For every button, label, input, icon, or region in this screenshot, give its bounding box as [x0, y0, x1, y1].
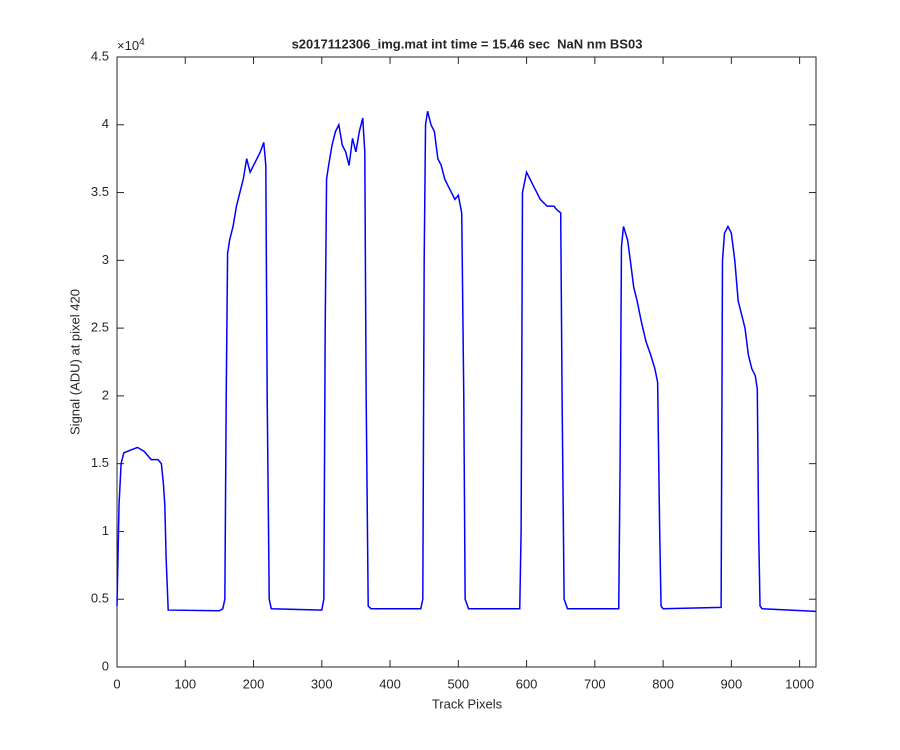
y-tick-label: 1 [102, 523, 109, 538]
x-tick-label: 300 [311, 676, 333, 691]
x-tick-label: 400 [379, 676, 401, 691]
y-tick-label: 0.5 [91, 591, 109, 606]
y-tick-label: 4 [102, 116, 109, 131]
x-tick-label: 200 [243, 676, 265, 691]
y-multiplier-exponent: 4 [139, 37, 145, 48]
y-multiplier-base: ×10 [117, 38, 139, 53]
chart-title: s2017112306_img.mat int time = 15.46 sec… [292, 36, 643, 51]
y-tick-label: 0 [102, 658, 109, 673]
data-line [116, 111, 817, 613]
y-multiplier: ×104 [117, 37, 145, 54]
y-tick-label: 4.5 [91, 48, 109, 63]
y-tick-label: 3.5 [91, 184, 109, 199]
y-tick-label: 2.5 [91, 320, 109, 335]
y-tick-label: 1.5 [91, 455, 109, 470]
y-axis-label: Signal (ADU) at pixel 420 [67, 289, 82, 435]
x-tick-label: 0 [113, 676, 120, 691]
x-tick-label: 800 [652, 676, 674, 691]
x-tick-label: 900 [721, 676, 743, 691]
y-tick-label: 3 [102, 252, 109, 267]
x-tick-label: 100 [174, 676, 196, 691]
x-tick-label: 1000 [785, 676, 814, 691]
x-tick-label: 600 [516, 676, 538, 691]
x-tick-label: 500 [447, 676, 469, 691]
x-tick-label: 700 [584, 676, 606, 691]
x-axis-label: Track Pixels [432, 696, 503, 711]
plot-frame [116, 56, 817, 668]
y-tick-label: 2 [102, 387, 109, 402]
